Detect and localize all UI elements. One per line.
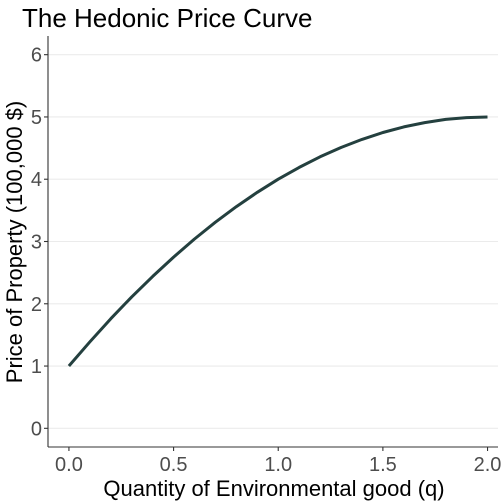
- y-tick-label: 2: [31, 294, 42, 316]
- y-tick-label: 3: [31, 232, 42, 254]
- x-tick-label: 1.0: [264, 454, 292, 476]
- y-axis-ticks: 0 1 2 3 4 5 6: [31, 45, 48, 440]
- grid-lines: [48, 54, 498, 429]
- x-axis-label: Quantity of Environmental good (q): [103, 476, 444, 501]
- series-line: [67, 115, 488, 367]
- y-tick-label: 0: [31, 418, 42, 440]
- x-tick-label: 0.5: [160, 454, 188, 476]
- y-tick-label: 6: [31, 45, 42, 67]
- y-axis-label: Price of Property (100,000 $): [2, 101, 27, 383]
- y-tick-label: 5: [31, 107, 42, 129]
- x-axis-ticks: 0.0 0.5 1.0 1.5 2.0: [55, 447, 501, 476]
- x-tick-label: 2.0: [474, 454, 502, 476]
- y-tick-label: 1: [31, 356, 42, 378]
- x-tick-label: 1.5: [369, 454, 397, 476]
- series-layer: [67, 115, 488, 367]
- x-tick-label: 0.0: [55, 454, 83, 476]
- y-tick-label: 4: [31, 169, 42, 191]
- chart-title: The Hedonic Price Curve: [22, 3, 312, 33]
